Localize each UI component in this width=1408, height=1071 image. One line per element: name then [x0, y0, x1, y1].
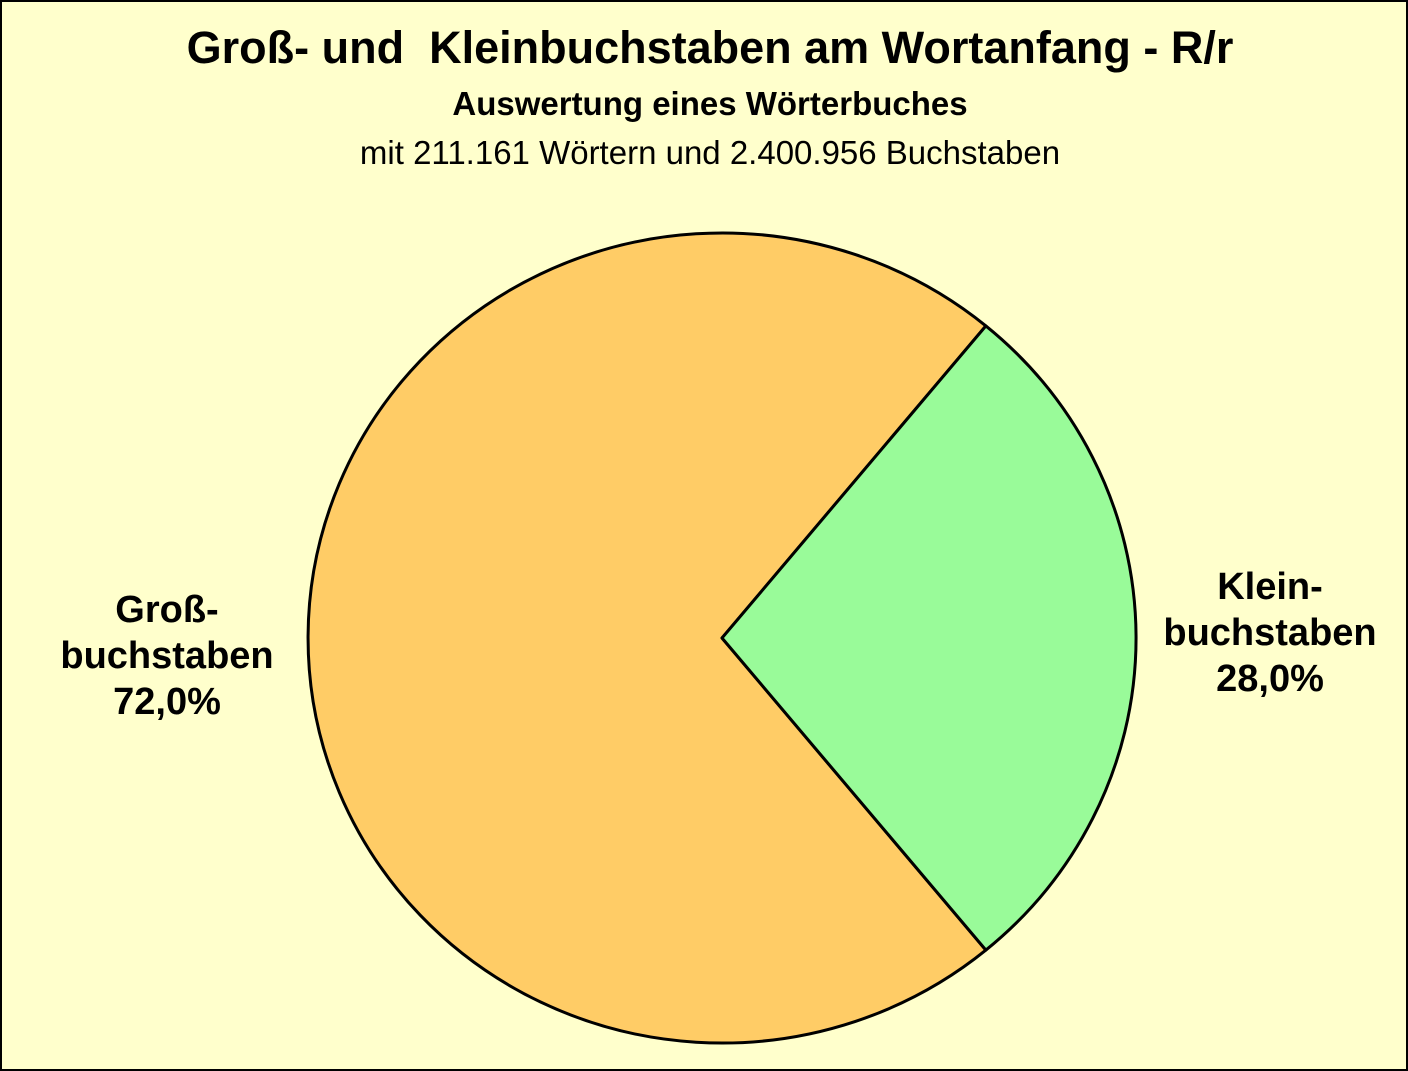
chart-title: Groß- und Kleinbuchstaben am Wortanfang … [186, 22, 1234, 73]
label-grossbuchstaben: Groß- buchstaben 72,0% [27, 587, 307, 725]
label-kleinbuchstaben: Klein- buchstaben 28,0% [1130, 564, 1406, 702]
pie-slice-grossbuchstaben [306, 231, 988, 1045]
pie-slice-kleinbuchstaben [720, 324, 1138, 952]
label-grossbuchstaben-line2: buchstaben [60, 635, 274, 677]
label-kleinbuchstaben-line2: buchstaben [1163, 612, 1377, 654]
chart-subtitle: Auswertung eines Wörterbuches [452, 85, 968, 122]
label-grossbuchstaben-pct: 72,0% [113, 681, 221, 723]
label-kleinbuchstaben-line1: Klein- [1217, 566, 1323, 608]
label-kleinbuchstaben-pct: 28,0% [1216, 658, 1324, 700]
label-grossbuchstaben-line1: Groß- [115, 589, 219, 631]
chart-note: mit 211.161 Wörtern und 2.400.956 Buchst… [359, 134, 1061, 171]
